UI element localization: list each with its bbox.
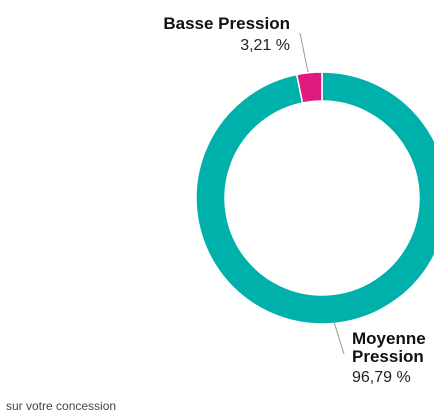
slice-name-moyenne-pression-line1: Moyenne (352, 329, 426, 348)
slice-moyenne-pression (195, 71, 434, 325)
slice-value-basse-pression: 3,21 % (240, 37, 290, 54)
slice-label-moyenne-pression: Moyenne Pression 96,79 % (333, 321, 426, 386)
leader-line-moyenne-pression (333, 321, 345, 355)
slice-name-moyenne-pression-line2: Pression (352, 347, 424, 366)
slice-basse-pression (295, 71, 323, 104)
leader-line-basse-pression (299, 32, 309, 73)
slice-label-basse-pression: Basse Pression 3,21 % (163, 14, 309, 73)
slice-name-basse-pression: Basse Pression (163, 14, 290, 33)
footnote: sur votre concession (6, 399, 117, 413)
donut-slices (195, 71, 434, 325)
slice-value-moyenne-pression: 96,79 % (352, 369, 411, 386)
